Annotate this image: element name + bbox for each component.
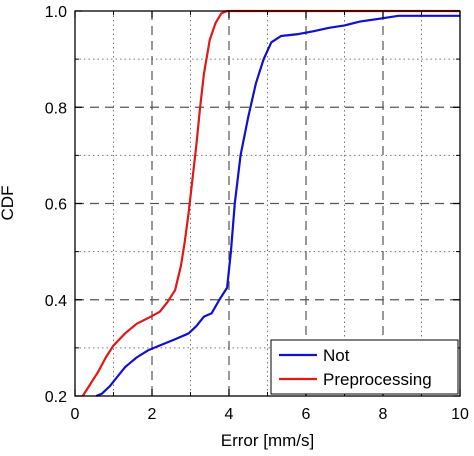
y-axis-label: CDF bbox=[0, 186, 17, 221]
legend: Not Preprocessing bbox=[270, 339, 459, 395]
y-tick-label: 0.6 bbox=[45, 197, 67, 214]
legend-label-preprocessing: Preprocessing bbox=[323, 370, 432, 389]
y-tick-label: 0.2 bbox=[45, 389, 67, 406]
tick-marks bbox=[74, 10, 461, 397]
x-tick-label: 4 bbox=[225, 406, 234, 423]
x-tick-labels: 0 2 4 6 8 10 bbox=[71, 406, 469, 423]
plot-frame bbox=[74, 10, 461, 397]
x-tick-label: 0 bbox=[71, 406, 80, 423]
x-tick-label: 10 bbox=[451, 406, 469, 423]
legend-label-not: Not bbox=[323, 346, 350, 365]
series-line-not bbox=[95, 14, 460, 398]
minor-grid bbox=[75, 11, 460, 396]
x-tick-label: 6 bbox=[302, 406, 311, 423]
major-grid bbox=[75, 11, 460, 396]
x-axis-label: Error [mm/s] bbox=[221, 431, 315, 450]
y-tick-label: 0.4 bbox=[45, 293, 67, 310]
legend-box bbox=[270, 339, 459, 395]
x-tick-label: 2 bbox=[148, 406, 157, 423]
series-line-preprocessing bbox=[81, 9, 460, 397]
y-tick-labels: 0.2 0.4 0.6 0.8 1.0 bbox=[45, 4, 67, 406]
series-layer bbox=[81, 9, 460, 398]
y-tick-label: 1.0 bbox=[45, 4, 67, 21]
y-tick-label: 0.8 bbox=[45, 100, 67, 117]
x-tick-label: 8 bbox=[379, 406, 388, 423]
